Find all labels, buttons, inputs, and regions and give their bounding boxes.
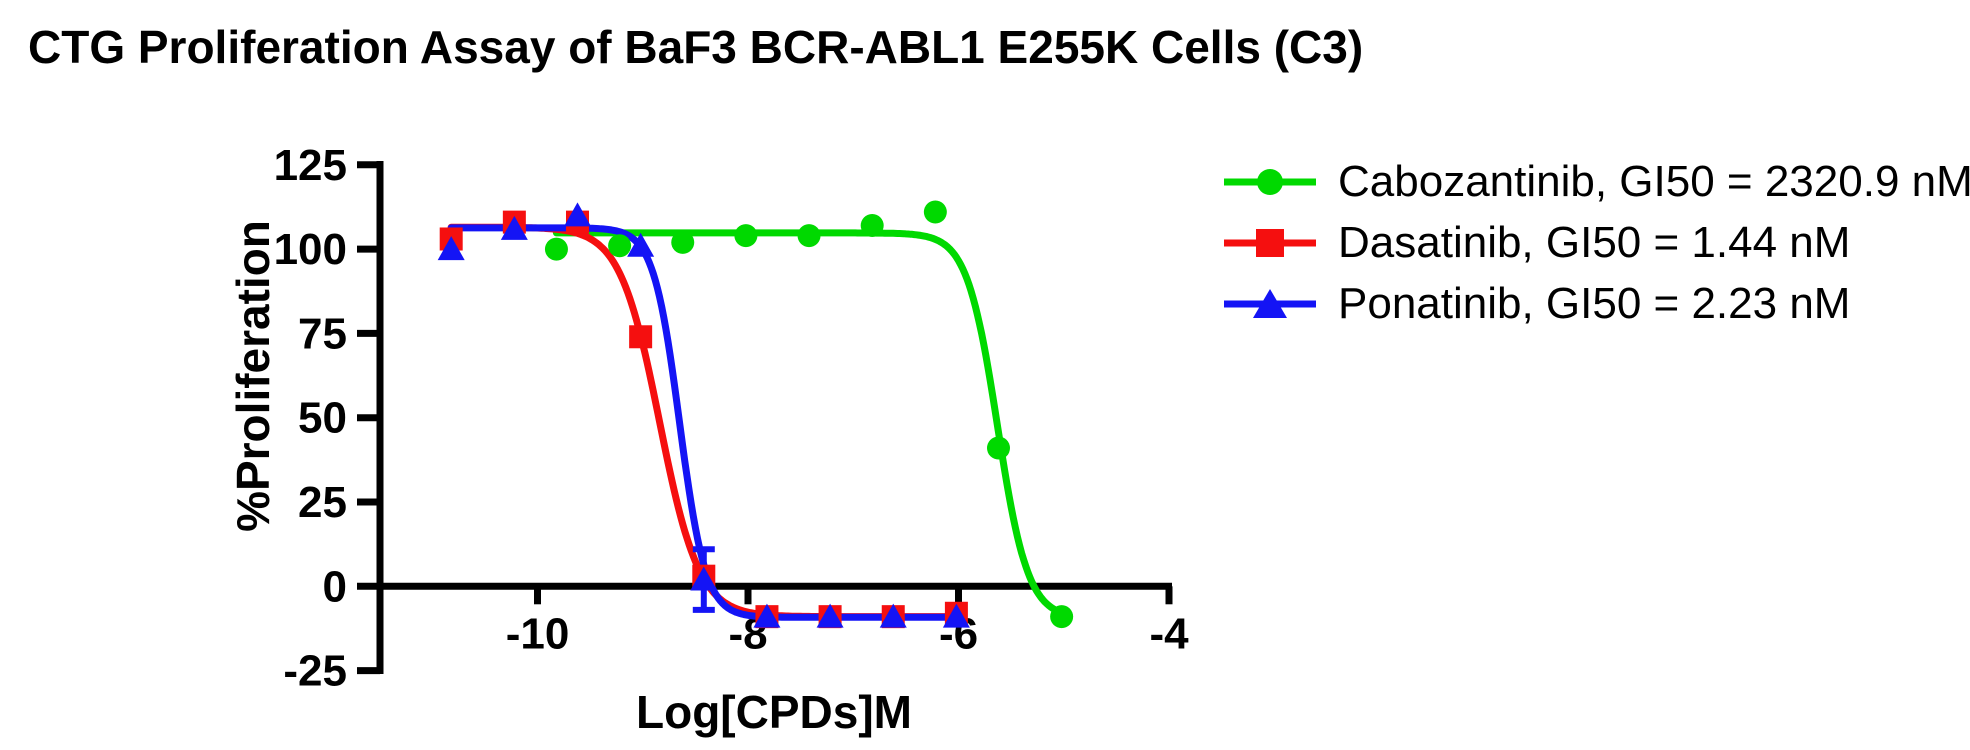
- circle-marker-icon: [1224, 169, 1316, 195]
- y-axis-title: %Proliferation: [227, 220, 279, 532]
- square-marker-icon: [1224, 229, 1316, 257]
- legend-label: Dasatinib, GI50 = 1.44 nM: [1338, 218, 1851, 267]
- y-tick-label: -25: [283, 647, 347, 696]
- data-point-ponatinib: [500, 215, 528, 240]
- chart-title: CTG Proliferation Assay of BaF3 BCR-ABL1…: [28, 21, 1364, 73]
- y-tick-label: 75: [298, 309, 347, 358]
- y-tick-label: 25: [298, 478, 347, 527]
- data-point-cabozantinib: [923, 200, 947, 224]
- data-point-cabozantinib: [671, 230, 695, 254]
- y-tick-label: 0: [323, 562, 347, 611]
- data-point-cabozantinib: [860, 213, 884, 237]
- data-point-cabozantinib: [986, 436, 1010, 460]
- data-point-ponatinib: [753, 603, 781, 628]
- data-point-ponatinib: [563, 202, 591, 227]
- data-point-cabozantinib: [544, 237, 568, 261]
- y-tick-label: 100: [274, 225, 347, 274]
- data-point-cabozantinib: [734, 224, 758, 248]
- data-point-dasatinib: [629, 325, 653, 349]
- x-tick-label: -10: [506, 609, 570, 658]
- data-point-ponatinib: [690, 566, 718, 591]
- x-tick-label: -4: [1149, 609, 1189, 658]
- triangle-marker-icon: [1224, 289, 1316, 318]
- data-point-ponatinib: [879, 603, 907, 628]
- y-tick-label: 125: [274, 141, 347, 190]
- data-point-ponatinib: [816, 603, 844, 628]
- data-point-cabozantinib: [1050, 605, 1074, 629]
- legend-item-ponatinib: Ponatinib, GI50 = 2.23 nM: [1222, 274, 1850, 334]
- legend-label: Ponatinib, GI50 = 2.23 nM: [1338, 279, 1851, 328]
- data-point-cabozantinib: [608, 234, 632, 258]
- x-axis-title: Log[CPDs]M: [636, 686, 912, 738]
- legend-label: Cabozantinib, GI50 = 2320.9 nM: [1338, 157, 1970, 206]
- data-point-ponatinib: [627, 232, 655, 257]
- legend-item-cabozantinib: Cabozantinib, GI50 = 2320.9 nM: [1222, 152, 1970, 212]
- data-point-ponatinib: [942, 603, 970, 628]
- data-point-ponatinib: [437, 236, 465, 261]
- data-point-cabozantinib: [797, 224, 821, 248]
- legend-item-dasatinib: Dasatinib, GI50 = 1.44 nM: [1222, 213, 1850, 273]
- series-curve-cabozantinib: [552, 229, 1066, 617]
- y-tick-label: 50: [298, 394, 347, 443]
